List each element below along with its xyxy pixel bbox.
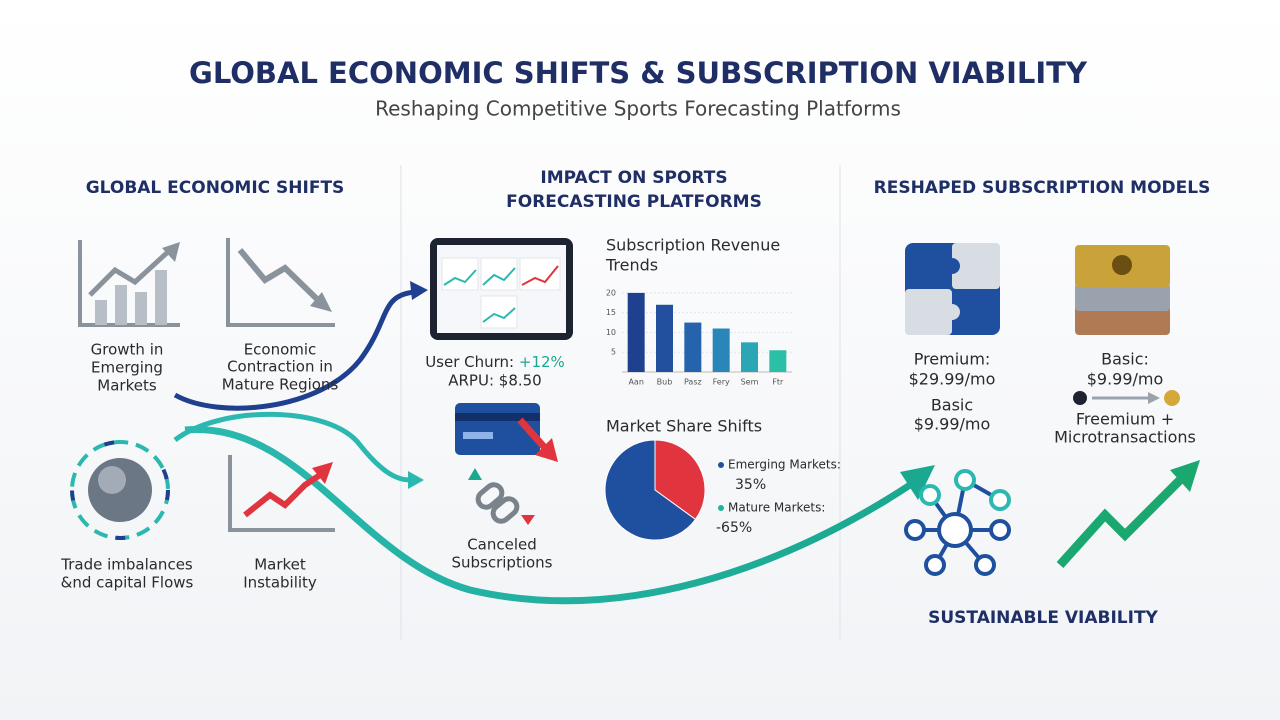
- puzzle-icon: [905, 243, 1000, 335]
- pie-slice: [604, 439, 697, 541]
- chart-title: Trends: [605, 256, 658, 275]
- x-tick-label: Bub: [657, 378, 673, 387]
- label: Growth in: [91, 341, 164, 359]
- metric-label: User Churn:: [425, 353, 514, 371]
- label: Instability: [243, 574, 317, 592]
- subtitle: Reshaping Competitive Sports Forecasting…: [375, 97, 901, 121]
- label: Economic: [244, 341, 317, 359]
- bar: [684, 322, 702, 372]
- value-label: 35%: [735, 477, 766, 493]
- network-icon: [904, 469, 1011, 576]
- tier-label: Premium:: [914, 350, 991, 369]
- bar: [656, 304, 673, 372]
- label: Trade imbalances: [60, 556, 193, 574]
- flow-arrow: [173, 411, 411, 483]
- arrow-head: [900, 465, 935, 500]
- flow-arrow: [184, 426, 912, 605]
- bar: [741, 342, 758, 372]
- tier-stack-icon: [1075, 245, 1170, 335]
- label: Canceled: [467, 536, 537, 554]
- legend-marker: [718, 462, 724, 468]
- y-tick-label: 15: [606, 308, 616, 317]
- label: Mature Regions: [222, 376, 339, 394]
- globe-icon: [70, 440, 170, 540]
- chart-title: Market Share Shifts: [606, 417, 762, 436]
- footer-heading: SUSTAINABLE VIABILITY: [928, 608, 1158, 628]
- section-heading: RESHAPED SUBSCRIPTION MODELS: [874, 178, 1211, 198]
- legend-label: Mature Markets:: [728, 501, 825, 515]
- pie-slice: [654, 439, 706, 521]
- chart-title: Subscription Revenue: [606, 236, 780, 255]
- x-tick-label: Aan: [628, 378, 643, 387]
- y-tick-label: 10: [606, 328, 616, 337]
- metric-value: +12%: [519, 353, 565, 371]
- section-heading: IMPACT ON SPORTS: [540, 168, 727, 188]
- card-icon: [455, 403, 558, 525]
- tier-price: $9.99/mo: [914, 415, 991, 434]
- metric: User Churn: +12%: [425, 353, 565, 371]
- title: GLOBAL ECONOMIC SHIFTS & SUBSCRIPTION VI…: [189, 56, 1088, 90]
- x-tick-label: Fery: [713, 378, 730, 387]
- y-tick-label: 20: [606, 288, 616, 297]
- x-tick-label: Sem: [741, 378, 759, 387]
- coin-arrow-icon: [1073, 390, 1180, 406]
- tier-label: Freemium +: [1076, 410, 1174, 429]
- label: Subscriptions: [451, 554, 552, 572]
- bar: [627, 292, 645, 372]
- tier-label: Basic:: [1101, 350, 1149, 369]
- growth-icon: [78, 240, 180, 327]
- x-tick-label: Pasz: [684, 378, 702, 387]
- instability-icon: [228, 455, 335, 532]
- metric: ARPU: $8.50: [448, 372, 541, 390]
- label: &nd capital Flows: [61, 574, 194, 592]
- tier-price: $9.99/mo: [1087, 370, 1164, 389]
- growth-arrow-icon: [1056, 460, 1200, 569]
- label: Contraction in: [227, 358, 333, 376]
- tier-price: $29.99/mo: [909, 370, 996, 389]
- flow-arrow: [173, 289, 416, 411]
- legend-marker: [718, 505, 724, 511]
- arrow-head: [408, 471, 424, 489]
- label: Markets: [97, 377, 157, 395]
- y-tick-label: 5: [611, 348, 616, 357]
- section-heading: GLOBAL ECONOMIC SHIFTS: [86, 178, 345, 198]
- decline-icon: [226, 238, 335, 327]
- legend-label: Emerging Markets:: [728, 458, 841, 472]
- tier-label: Basic: [931, 396, 973, 415]
- bar: [712, 328, 730, 372]
- section-heading: FORECASTING PLATFORMS: [506, 192, 762, 212]
- value-label: -65%: [716, 520, 752, 536]
- tier-label: Microtransactions: [1054, 428, 1196, 447]
- arrow-head: [410, 281, 428, 300]
- label: Market: [254, 556, 306, 574]
- label: Emerging: [91, 359, 163, 377]
- tablet-icon: [430, 238, 573, 340]
- x-tick-label: Ftr: [772, 378, 784, 387]
- bar: [769, 350, 787, 372]
